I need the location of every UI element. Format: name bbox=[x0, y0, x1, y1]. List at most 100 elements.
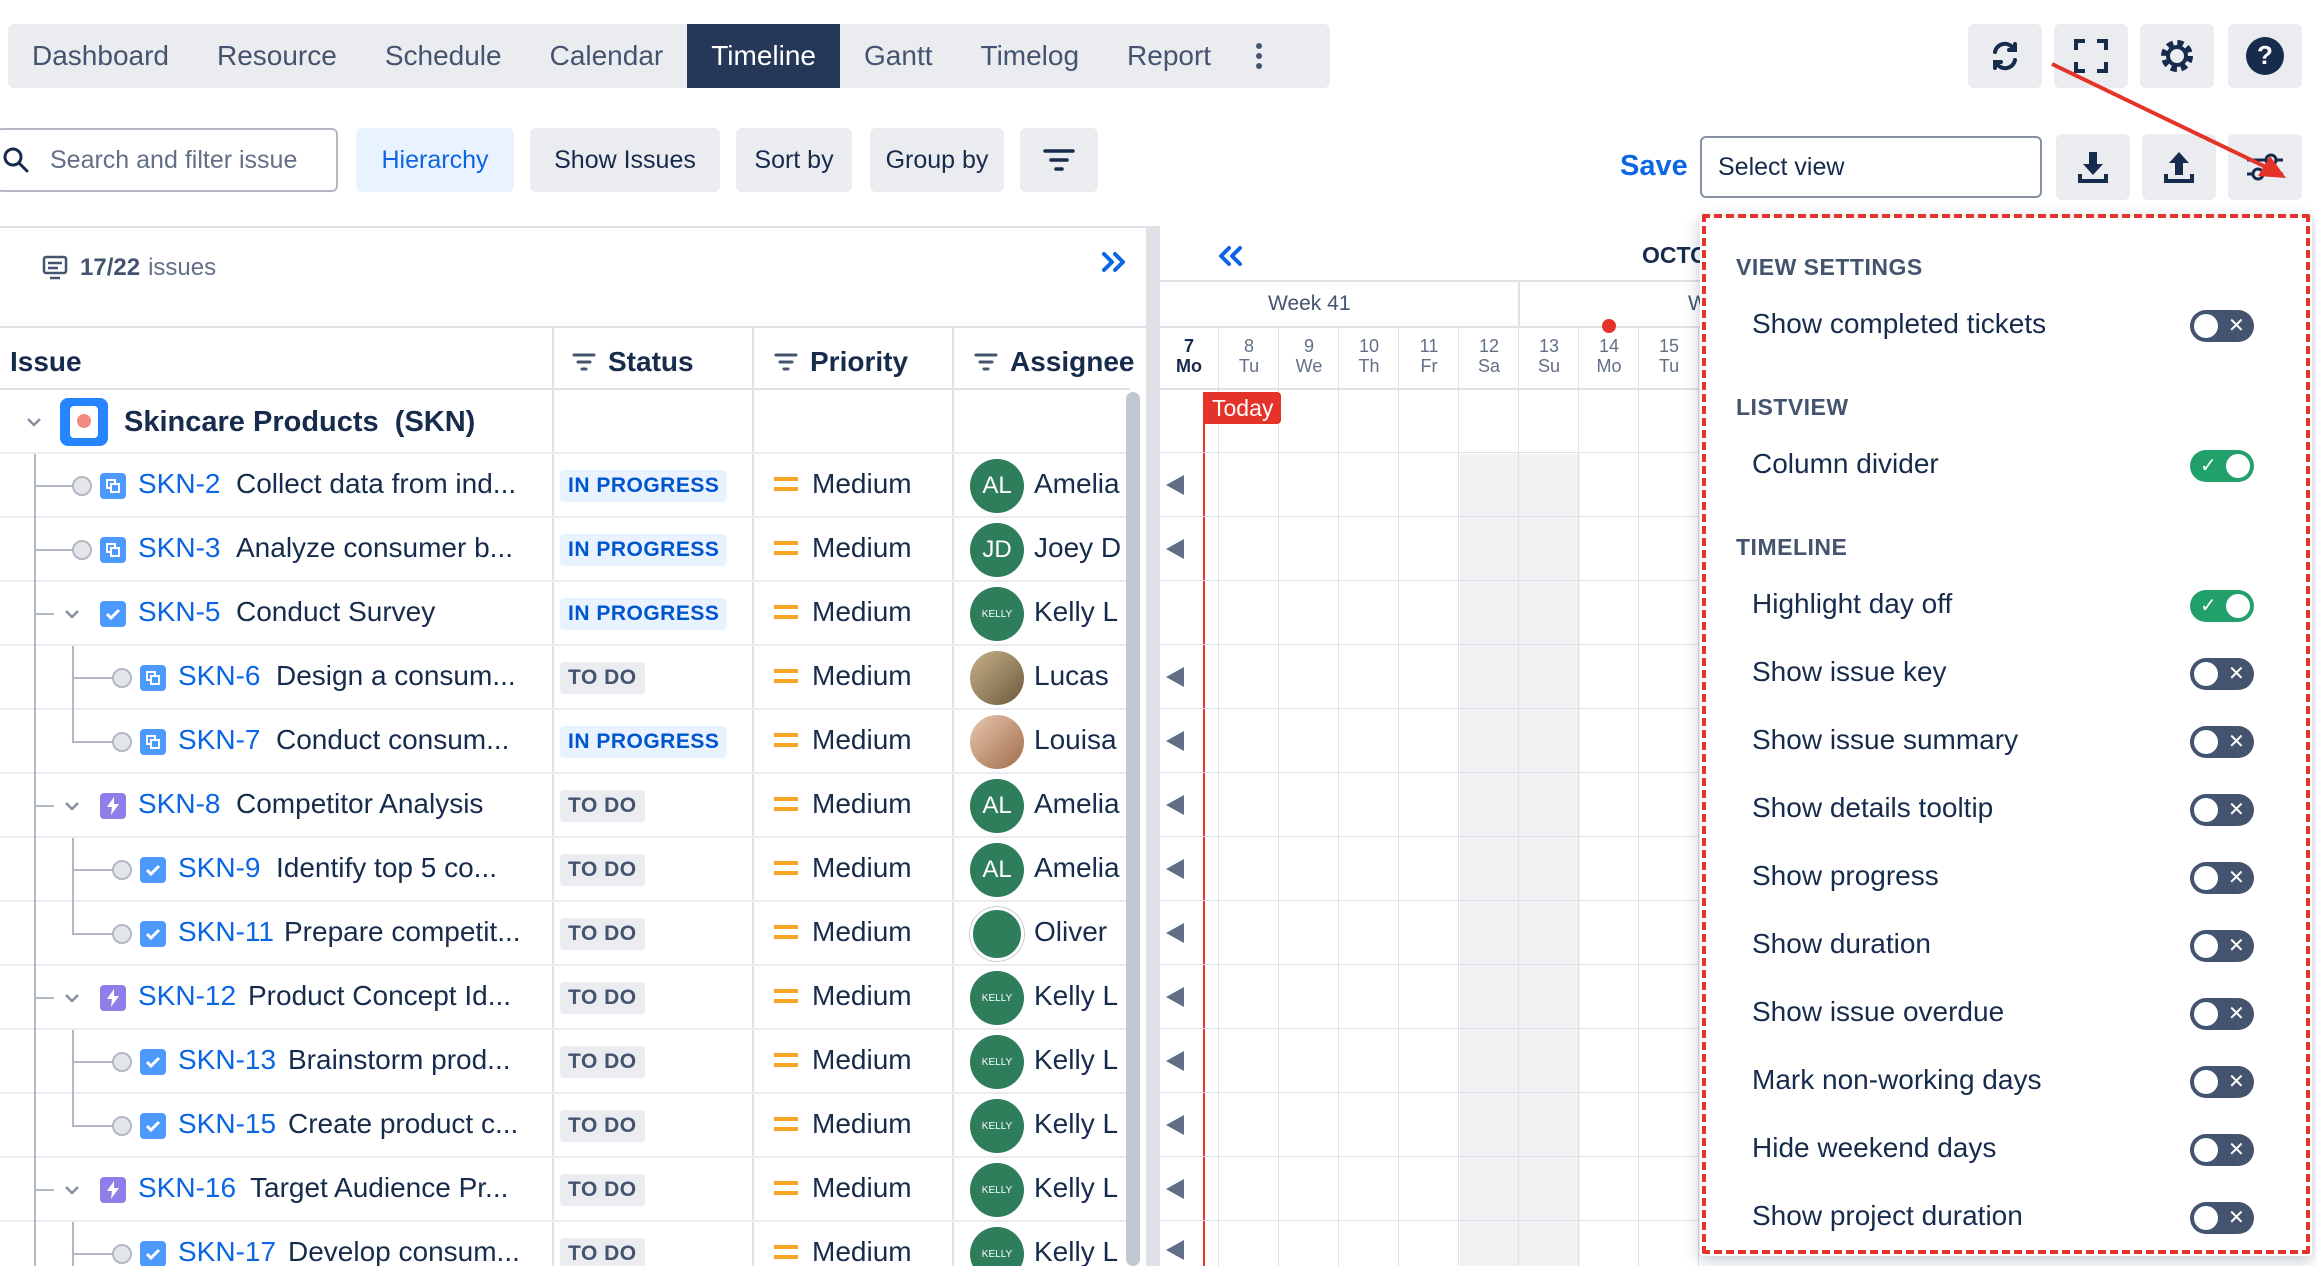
column-header-status[interactable]: Status bbox=[572, 346, 694, 378]
issue-summary[interactable]: Target Audience Pr... bbox=[250, 1172, 509, 1203]
issue-summary[interactable]: Conduct Survey bbox=[236, 596, 436, 627]
issue-summary[interactable]: Conduct consum... bbox=[276, 724, 510, 755]
priority-cell[interactable]: Medium bbox=[774, 980, 912, 1012]
bar-offscreen-left-icon[interactable] bbox=[1166, 475, 1184, 495]
issue-summary[interactable]: Collect data from ind... bbox=[236, 468, 517, 499]
status-badge[interactable]: IN PROGRESS bbox=[560, 726, 728, 758]
tab-resource[interactable]: Resource bbox=[216, 40, 337, 71]
issue-summary[interactable]: Create product c... bbox=[288, 1108, 519, 1139]
table-row[interactable]: SKN-8 Competitor Analysis TO DO Medium A… bbox=[0, 774, 1130, 838]
settings-button[interactable] bbox=[2140, 24, 2214, 88]
priority-cell[interactable]: Medium bbox=[774, 660, 912, 692]
bar-offscreen-left-icon[interactable] bbox=[1166, 539, 1184, 559]
issue-summary[interactable]: Brainstorm prod... bbox=[288, 1044, 511, 1075]
chevron-down-icon[interactable] bbox=[64, 990, 80, 1006]
issue-key-link[interactable]: SKN-3 bbox=[138, 532, 221, 563]
bar-offscreen-left-icon[interactable] bbox=[1166, 731, 1184, 751]
issue-summary[interactable]: Design a consum... bbox=[276, 660, 516, 691]
chevron-down-icon[interactable] bbox=[26, 414, 42, 430]
status-badge[interactable]: TO DO bbox=[560, 854, 645, 886]
panel-splitter[interactable] bbox=[1146, 226, 1160, 1266]
issue-key-link[interactable]: SKN-8 bbox=[138, 788, 221, 819]
priority-cell[interactable]: Medium bbox=[774, 596, 912, 628]
toggle-show-duration[interactable]: ✕ bbox=[2190, 930, 2254, 962]
issue-key-link[interactable]: SKN-12 bbox=[138, 980, 237, 1011]
tab-schedule[interactable]: Schedule bbox=[384, 40, 502, 71]
table-row[interactable]: SKN-3 Analyze consumer b... IN PROGRESS … bbox=[0, 518, 1130, 582]
table-row[interactable]: SKN-6 Design a consum... TO DO Medium Lu… bbox=[0, 646, 1130, 710]
status-badge[interactable]: IN PROGRESS bbox=[560, 470, 728, 502]
bar-offscreen-left-icon[interactable] bbox=[1166, 667, 1184, 687]
table-row[interactable]: SKN-5 Conduct Survey IN PROGRESS Medium … bbox=[0, 582, 1130, 646]
priority-cell[interactable]: Medium bbox=[774, 1172, 912, 1204]
toggle-show-issue-summary[interactable]: ✕ bbox=[2190, 726, 2254, 758]
table-row[interactable]: SKN-13 Brainstorm prod... TO DO Medium K… bbox=[0, 1030, 1130, 1094]
status-badge[interactable]: TO DO bbox=[560, 982, 645, 1014]
tab-report[interactable]: Report bbox=[1127, 40, 1212, 71]
table-row[interactable]: SKN-9 Identify top 5 co... TO DO Medium … bbox=[0, 838, 1130, 902]
select-view-dropdown[interactable]: Select view bbox=[1700, 136, 2042, 198]
bar-offscreen-left-icon[interactable] bbox=[1166, 1115, 1184, 1135]
collapse-list-button[interactable] bbox=[1100, 244, 1128, 283]
toggle-column-divider[interactable]: ✓ bbox=[2190, 450, 2254, 482]
tab-timeline[interactable]: Timeline bbox=[687, 24, 841, 88]
chevron-down-icon[interactable] bbox=[64, 606, 80, 622]
table-row[interactable]: SKN-12 Product Concept Id... TO DO Mediu… bbox=[0, 966, 1130, 1030]
toggle-hide-weekend-days[interactable]: ✕ bbox=[2190, 1134, 2254, 1166]
group-by-button[interactable]: Group by bbox=[870, 128, 1004, 192]
upload-button[interactable] bbox=[2142, 134, 2216, 200]
bar-offscreen-left-icon[interactable] bbox=[1166, 923, 1184, 943]
bar-offscreen-left-icon[interactable] bbox=[1166, 1051, 1184, 1071]
filter-button[interactable] bbox=[1020, 128, 1098, 192]
column-header-issue[interactable]: Issue bbox=[10, 346, 82, 377]
bar-offscreen-left-icon[interactable] bbox=[1166, 795, 1184, 815]
priority-cell[interactable]: Medium bbox=[774, 788, 912, 820]
chevron-down-icon[interactable] bbox=[64, 1182, 80, 1198]
issue-key-link[interactable]: SKN-17 bbox=[178, 1236, 277, 1266]
status-badge[interactable]: TO DO bbox=[560, 790, 645, 822]
issue-key-link[interactable]: SKN-15 bbox=[178, 1108, 277, 1139]
fullscreen-button[interactable] bbox=[2054, 24, 2128, 88]
table-row[interactable]: SKN-15 Create product c... TO DO Medium … bbox=[0, 1094, 1130, 1158]
bar-offscreen-left-icon[interactable] bbox=[1166, 987, 1184, 1007]
priority-cell[interactable]: Medium bbox=[774, 852, 912, 884]
toggle-show-progress[interactable]: ✕ bbox=[2190, 862, 2254, 894]
tab-dashboard[interactable]: Dashboard bbox=[32, 40, 169, 71]
issue-key-link[interactable]: SKN-13 bbox=[178, 1044, 277, 1075]
bar-offscreen-left-icon[interactable] bbox=[1166, 1179, 1184, 1199]
status-badge[interactable]: IN PROGRESS bbox=[560, 534, 728, 566]
priority-cell[interactable]: Medium bbox=[774, 532, 912, 564]
table-row[interactable]: SKN-16 Target Audience Pr... TO DO Mediu… bbox=[0, 1158, 1130, 1222]
toggle-highlight-day-off[interactable]: ✓ bbox=[2190, 590, 2254, 622]
download-button[interactable] bbox=[2056, 134, 2130, 200]
priority-cell[interactable]: Medium bbox=[774, 468, 912, 500]
status-badge[interactable]: TO DO bbox=[560, 1046, 645, 1078]
toggle-show-project-duration[interactable]: ✕ bbox=[2190, 1202, 2254, 1234]
issue-key-link[interactable]: SKN-16 bbox=[138, 1172, 237, 1203]
column-header-assignee[interactable]: Assignee bbox=[974, 346, 1135, 378]
sync-button[interactable] bbox=[1968, 24, 2042, 88]
issue-key-link[interactable]: SKN-2 bbox=[138, 468, 221, 499]
table-row[interactable]: SKN-7 Conduct consum... IN PROGRESS Medi… bbox=[0, 710, 1130, 774]
issue-key-link[interactable]: SKN-5 bbox=[138, 596, 221, 627]
issue-summary[interactable]: Analyze consumer b... bbox=[236, 532, 514, 563]
priority-cell[interactable]: Medium bbox=[774, 1236, 912, 1266]
status-badge[interactable]: TO DO bbox=[560, 1174, 645, 1206]
search-input[interactable]: Search and filter issue bbox=[0, 128, 338, 192]
timeline-prev-button[interactable] bbox=[1216, 244, 1244, 273]
issue-summary[interactable]: Product Concept Id... bbox=[248, 980, 512, 1011]
toggle-show-issue-key[interactable]: ✕ bbox=[2190, 658, 2254, 690]
sort-by-button[interactable]: Sort by bbox=[736, 128, 852, 192]
table-row[interactable]: SKN-2 Collect data from ind... IN PROGRE… bbox=[0, 454, 1130, 518]
toggle-mark-non-working-days[interactable]: ✕ bbox=[2190, 1066, 2254, 1098]
bar-offscreen-left-icon[interactable] bbox=[1166, 1240, 1184, 1260]
help-button[interactable]: ? bbox=[2228, 24, 2302, 88]
priority-cell[interactable]: Medium bbox=[774, 916, 912, 948]
hierarchy-button[interactable]: Hierarchy bbox=[356, 128, 514, 192]
show-issues-button[interactable]: Show Issues bbox=[530, 128, 720, 192]
issue-summary[interactable]: Prepare competit... bbox=[284, 916, 521, 947]
table-row[interactable]: SKN-11 Prepare competit... TO DO Medium … bbox=[0, 902, 1130, 966]
status-badge[interactable]: TO DO bbox=[560, 662, 645, 694]
issue-summary[interactable]: Develop consum... bbox=[288, 1236, 520, 1266]
priority-cell[interactable]: Medium bbox=[774, 1108, 912, 1140]
